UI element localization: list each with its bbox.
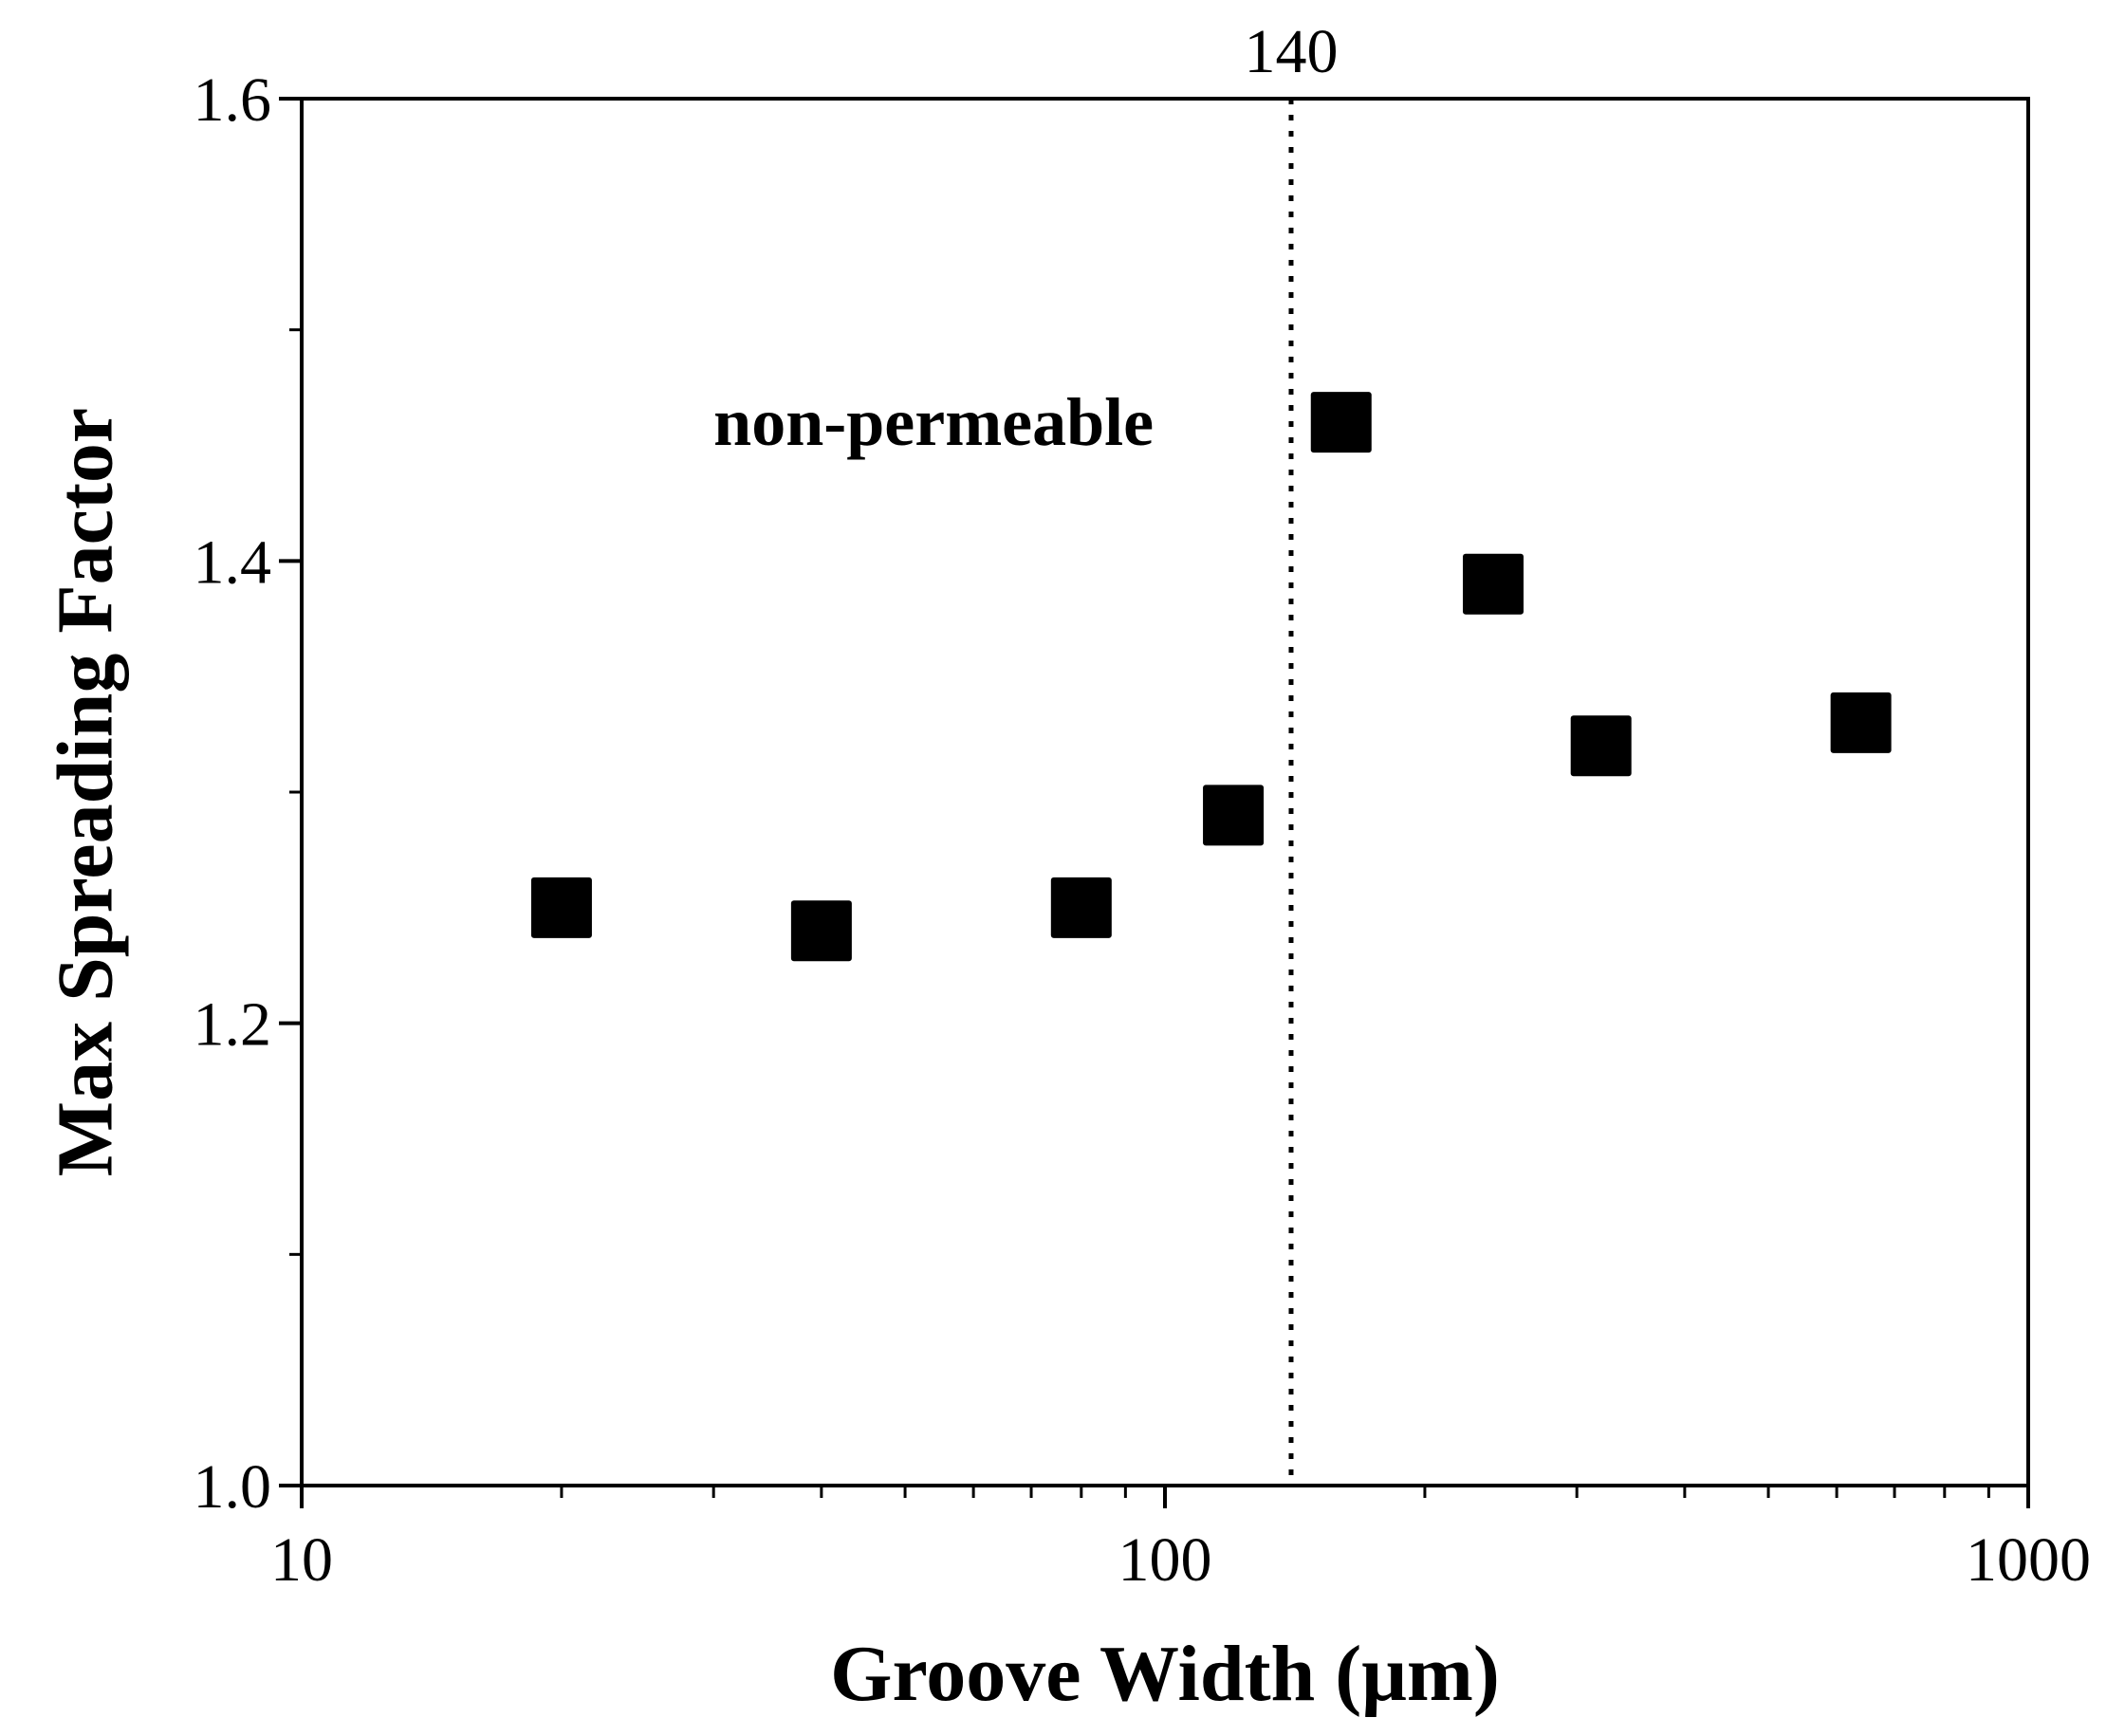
y-axis-title: Max Spreading Factor — [41, 408, 129, 1176]
data-point — [1203, 785, 1265, 846]
data-point — [1050, 877, 1112, 938]
data-point — [1830, 692, 1892, 753]
x-tick-label: 1000 — [1966, 1525, 2091, 1595]
y-tick-label: 1.2 — [194, 990, 272, 1060]
y-tick-label: 1.6 — [194, 65, 272, 135]
x-tick-label: 10 — [270, 1525, 333, 1595]
data-point — [1462, 553, 1524, 615]
annotation-label: non-permeable — [713, 384, 1154, 460]
data-point — [1310, 392, 1372, 453]
labels-layer: Groove Width (μm) Max Spreading Factor 1… — [41, 17, 2091, 1718]
ticks-layer — [279, 97, 2030, 1508]
y-tick-label: 1.0 — [194, 1452, 272, 1522]
data-point — [1570, 715, 1632, 777]
plot-frame — [300, 97, 2030, 1487]
x-tick-label: 100 — [1118, 1525, 1212, 1595]
data-point — [530, 877, 592, 938]
x-axis-title: Groove Width (μm) — [830, 1630, 1500, 1718]
points-layer — [530, 392, 1892, 962]
data-point — [790, 900, 852, 962]
reference-line-label: 140 — [1244, 17, 1338, 86]
y-tick-label: 1.4 — [194, 527, 272, 597]
